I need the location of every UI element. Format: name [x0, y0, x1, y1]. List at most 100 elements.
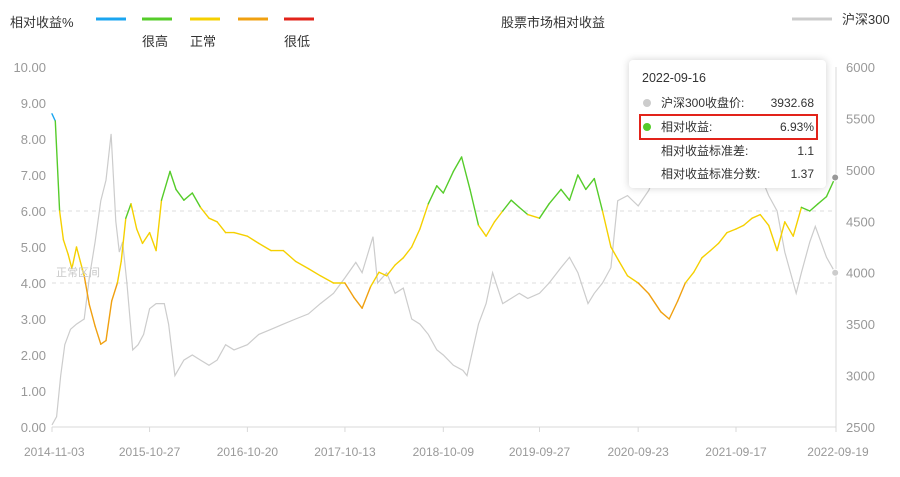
legend-label: 正常: [190, 34, 216, 49]
return-series-segment: [125, 203, 132, 219]
return-series-segment: [776, 221, 786, 252]
y-left-tick-label: 9.00: [21, 96, 46, 111]
tooltip-label: 沪深300收盘价:: [661, 96, 745, 110]
return-series-segment: [175, 188, 185, 201]
y-right-tick-label: 3000: [846, 369, 875, 384]
x-tick-label: 2018-10-09: [413, 445, 475, 459]
return-series-segment: [452, 156, 463, 173]
return-series-segment: [427, 185, 438, 205]
tooltip-dot-icon: [643, 123, 651, 131]
return-series-segment: [394, 257, 404, 266]
y-right-tick-label: 5500: [846, 111, 875, 126]
x-tick-label: 2022-09-19: [807, 445, 869, 459]
return-series-segment: [75, 246, 82, 263]
return-series-segment: [442, 170, 455, 194]
return-series-segment: [79, 260, 85, 277]
return-series-segment: [510, 199, 520, 209]
legend-label: 很低: [284, 34, 310, 49]
band-label: 正常区间: [56, 266, 100, 279]
return-series-segment: [378, 271, 388, 277]
return-series-segment: [110, 282, 119, 302]
x-tick-label: 2020-09-23: [607, 445, 669, 459]
return-series-segment: [436, 185, 444, 194]
return-series-segment: [183, 192, 194, 201]
return-series-segment: [282, 249, 297, 263]
chart-title: 股票市场相对收益: [501, 15, 605, 30]
return-series-segment: [411, 228, 421, 248]
return-series-segment: [216, 221, 227, 234]
return-series-segment: [784, 221, 794, 237]
return-series-segment: [319, 275, 335, 284]
return-series-segment: [751, 213, 761, 219]
y-left-tick-label: 6.00: [21, 204, 46, 219]
return-series-segment: [809, 203, 819, 212]
return-series-segment: [800, 206, 811, 212]
tooltip-date: 2022-09-16: [642, 71, 706, 85]
return-series-segment: [742, 217, 753, 227]
tooltip-label: 相对收益标准分数:: [661, 167, 761, 181]
y-left-tick-label: 4.00: [21, 276, 46, 291]
y-left-tick-label: 8.00: [21, 132, 46, 147]
return-series-segment: [54, 120, 61, 212]
return-series-segment: [626, 275, 639, 284]
x-tick-label: 2017-10-13: [314, 445, 376, 459]
return-series-segment: [601, 210, 612, 248]
return-series-segment: [593, 177, 604, 212]
return-series-segment: [717, 231, 728, 245]
return-series-segment: [191, 192, 202, 209]
y-right-tick-label: 4000: [846, 266, 875, 281]
return-series-segment: [258, 242, 272, 252]
tooltip-label: 相对收益:: [661, 120, 713, 134]
x-tick-label: 2016-10-20: [217, 445, 279, 459]
return-series-segment: [726, 228, 737, 234]
return-series-segment: [94, 325, 102, 345]
tooltip-row-std: 相对收益标准差: 1.1: [643, 142, 814, 160]
return-series-segment: [477, 224, 487, 237]
return-series-segment: [460, 156, 471, 191]
return-series-segment: [233, 231, 249, 237]
highlight-box: [639, 114, 818, 140]
return-series-segment: [51, 113, 56, 122]
return-series-segment: [307, 267, 322, 277]
tooltip-row-index-close: 沪深300收盘价: 3932.68: [643, 94, 814, 112]
return-series-segment: [701, 249, 712, 259]
y-left-tick-label: 0.00: [21, 420, 46, 435]
return-series-segment: [759, 213, 770, 227]
return-series-segment: [385, 264, 396, 277]
y-left-axis-label: 相对收益%: [10, 15, 74, 30]
return-series-segment: [208, 217, 218, 223]
return-series-segment: [502, 199, 512, 212]
return-series-segment: [148, 231, 157, 252]
return-series-segment: [485, 221, 496, 237]
return-series-segment: [135, 228, 144, 245]
legend-label-index: 沪深300: [842, 12, 890, 27]
tooltip-value: 1.1: [797, 144, 814, 158]
return-series-segment: [160, 170, 171, 201]
return-series-segment: [105, 300, 113, 342]
return-series-segment: [294, 260, 310, 270]
return-series-segment: [735, 224, 745, 230]
y-left-tick-label: 5.00: [21, 240, 46, 255]
return-series-segment: [527, 213, 541, 219]
return-series-segment: [618, 260, 629, 277]
return-series-segment: [668, 300, 679, 320]
y-left-tick-label: 7.00: [21, 168, 46, 183]
x-tick-label: 2014-11-03: [24, 445, 85, 459]
y-left-tick-label: 2.00: [21, 348, 46, 363]
x-tick-label: 2019-09-27: [509, 445, 571, 459]
return-series-segment: [768, 224, 778, 252]
tooltip: 2022-09-16 沪深300收盘价: 3932.68 相对收益: 6.93%…: [629, 60, 826, 188]
return-series-segment: [548, 188, 562, 205]
return-series-segment: [361, 285, 372, 309]
return-series-segment: [402, 246, 413, 259]
return-series-segment: [199, 206, 210, 219]
return-series-segment: [62, 239, 69, 255]
y-right-tick-label: 5000: [846, 163, 875, 178]
return-series-segment: [353, 296, 363, 309]
return-series-segment: [817, 195, 828, 205]
tooltip-value: 6.93%: [779, 120, 814, 134]
tooltip-row-relative-return: 相对收益: 6.93%: [639, 114, 818, 140]
return-series-segment: [493, 210, 504, 223]
return-series-segment: [369, 271, 380, 288]
return-series-segment: [67, 253, 73, 270]
